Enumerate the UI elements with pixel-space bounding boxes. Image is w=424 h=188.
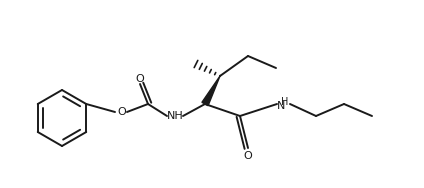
Text: O: O (244, 151, 252, 161)
Text: O: O (117, 107, 126, 117)
Text: N: N (277, 101, 285, 111)
Text: O: O (136, 74, 145, 84)
Polygon shape (202, 76, 220, 106)
Text: NH: NH (167, 111, 183, 121)
Text: H: H (281, 97, 289, 107)
